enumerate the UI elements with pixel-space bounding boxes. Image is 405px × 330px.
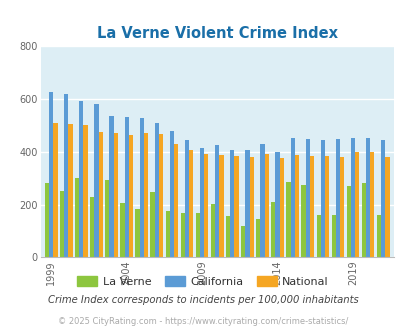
Bar <box>128 135 133 257</box>
Bar <box>230 150 234 257</box>
Bar <box>354 152 358 257</box>
Bar <box>279 158 283 257</box>
Bar <box>335 139 339 257</box>
Bar <box>169 131 174 257</box>
Bar <box>113 133 117 257</box>
Bar <box>79 101 83 257</box>
Bar <box>376 215 380 257</box>
Bar <box>331 215 335 257</box>
Bar <box>165 211 169 257</box>
Bar <box>234 156 238 257</box>
Bar <box>94 104 98 257</box>
Bar <box>215 145 219 257</box>
Bar <box>271 202 275 257</box>
Title: La Verne Violent Crime Index: La Verne Violent Crime Index <box>96 26 337 41</box>
Bar <box>241 226 245 257</box>
Bar <box>346 186 350 257</box>
Bar <box>226 216 230 257</box>
Bar <box>320 140 324 257</box>
Bar <box>301 185 305 257</box>
Bar <box>105 180 109 257</box>
Bar <box>60 191 64 257</box>
Bar <box>154 123 158 257</box>
Bar <box>219 155 223 257</box>
Bar <box>324 156 328 257</box>
Bar <box>210 204 215 257</box>
Bar <box>204 154 208 257</box>
Bar <box>380 140 384 257</box>
Bar <box>135 209 139 257</box>
Bar <box>150 192 154 257</box>
Text: © 2025 CityRating.com - https://www.cityrating.com/crime-statistics/: © 2025 CityRating.com - https://www.city… <box>58 317 347 326</box>
Bar <box>139 118 143 257</box>
Bar <box>90 197 94 257</box>
Bar <box>45 183 49 257</box>
Bar <box>83 125 87 257</box>
Bar <box>174 144 178 257</box>
Bar <box>68 124 72 257</box>
Bar <box>275 152 279 257</box>
Bar <box>316 215 320 257</box>
Bar <box>305 139 309 257</box>
Bar <box>120 203 124 257</box>
Bar <box>109 116 113 257</box>
Bar <box>339 157 343 257</box>
Bar <box>195 213 200 257</box>
Bar <box>294 155 298 257</box>
Bar <box>256 219 260 257</box>
Bar <box>49 92 53 257</box>
Bar <box>143 133 148 257</box>
Bar <box>361 183 365 257</box>
Bar <box>53 123 58 257</box>
Bar <box>350 138 354 257</box>
Bar <box>184 140 189 257</box>
Bar <box>249 157 253 257</box>
Bar <box>264 154 268 257</box>
Bar <box>189 150 193 257</box>
Bar <box>365 138 369 257</box>
Bar <box>64 94 68 257</box>
Bar <box>309 156 313 257</box>
Legend: La Verne, California, National: La Verne, California, National <box>72 271 333 291</box>
Bar <box>180 213 184 257</box>
Bar <box>200 148 204 257</box>
Bar <box>286 182 290 257</box>
Bar <box>245 150 249 257</box>
Bar <box>124 117 128 257</box>
Text: Crime Index corresponds to incidents per 100,000 inhabitants: Crime Index corresponds to incidents per… <box>47 295 358 305</box>
Bar <box>75 178 79 257</box>
Bar <box>158 134 163 257</box>
Bar <box>290 138 294 257</box>
Bar <box>98 132 102 257</box>
Bar <box>384 157 389 257</box>
Bar <box>369 152 373 257</box>
Bar <box>260 144 264 257</box>
